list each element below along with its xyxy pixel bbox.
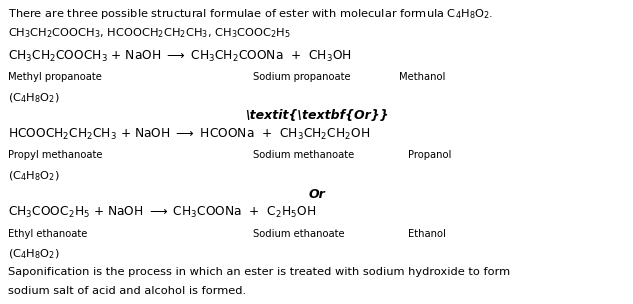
Text: Sodium methanoate: Sodium methanoate: [253, 150, 354, 161]
Text: (C$_4$H$_8$O$_2$): (C$_4$H$_8$O$_2$): [8, 91, 60, 105]
Text: Saponification is the process in which an ester is treated with sodium hydroxide: Saponification is the process in which a…: [8, 267, 510, 277]
Text: Or: Or: [308, 188, 325, 201]
Text: HCOOCH$_2$CH$_2$CH$_3$ + NaOH $\longrightarrow$ HCOONa  +  CH$_3$CH$_2$CH$_2$OH: HCOOCH$_2$CH$_2$CH$_3$ + NaOH $\longrigh…: [8, 127, 370, 142]
Text: CH$_3$COOC$_2$H$_5$ + NaOH $\longrightarrow$ CH$_3$COONa  +  C$_2$H$_5$OH: CH$_3$COOC$_2$H$_5$ + NaOH $\longrightar…: [8, 205, 316, 220]
Text: Methyl propanoate: Methyl propanoate: [8, 72, 101, 82]
Text: Sodium ethanoate: Sodium ethanoate: [253, 229, 345, 239]
Text: There are three possible structural formulae of ester with molecular formula C$_: There are three possible structural form…: [8, 7, 493, 21]
Text: CH$_3$CH$_2$COOCH$_3$, HCOOCH$_2$CH$_2$CH$_3$, CH$_3$COOC$_2$H$_5$: CH$_3$CH$_2$COOCH$_3$, HCOOCH$_2$CH$_2$C…: [8, 26, 291, 40]
Text: Sodium propanoate: Sodium propanoate: [253, 72, 351, 82]
Text: \textit{\textbf{Or}}: \textit{\textbf{Or}}: [245, 109, 388, 123]
Text: sodium salt of acid and alcohol is formed.: sodium salt of acid and alcohol is forme…: [8, 286, 246, 296]
Text: Ethanol: Ethanol: [408, 229, 446, 239]
Text: CH$_3$CH$_2$COOCH$_3$ + NaOH $\longrightarrow$ CH$_3$CH$_2$COONa  +  CH$_3$OH: CH$_3$CH$_2$COOCH$_3$ + NaOH $\longright…: [8, 49, 351, 64]
Text: (C$_4$H$_8$O$_2$): (C$_4$H$_8$O$_2$): [8, 247, 60, 261]
Text: (C$_4$H$_8$O$_2$): (C$_4$H$_8$O$_2$): [8, 169, 60, 183]
Text: Propyl methanoate: Propyl methanoate: [8, 150, 102, 161]
Text: Propanol: Propanol: [408, 150, 452, 161]
Text: Ethyl ethanoate: Ethyl ethanoate: [8, 229, 87, 239]
Text: Methanol: Methanol: [399, 72, 445, 82]
